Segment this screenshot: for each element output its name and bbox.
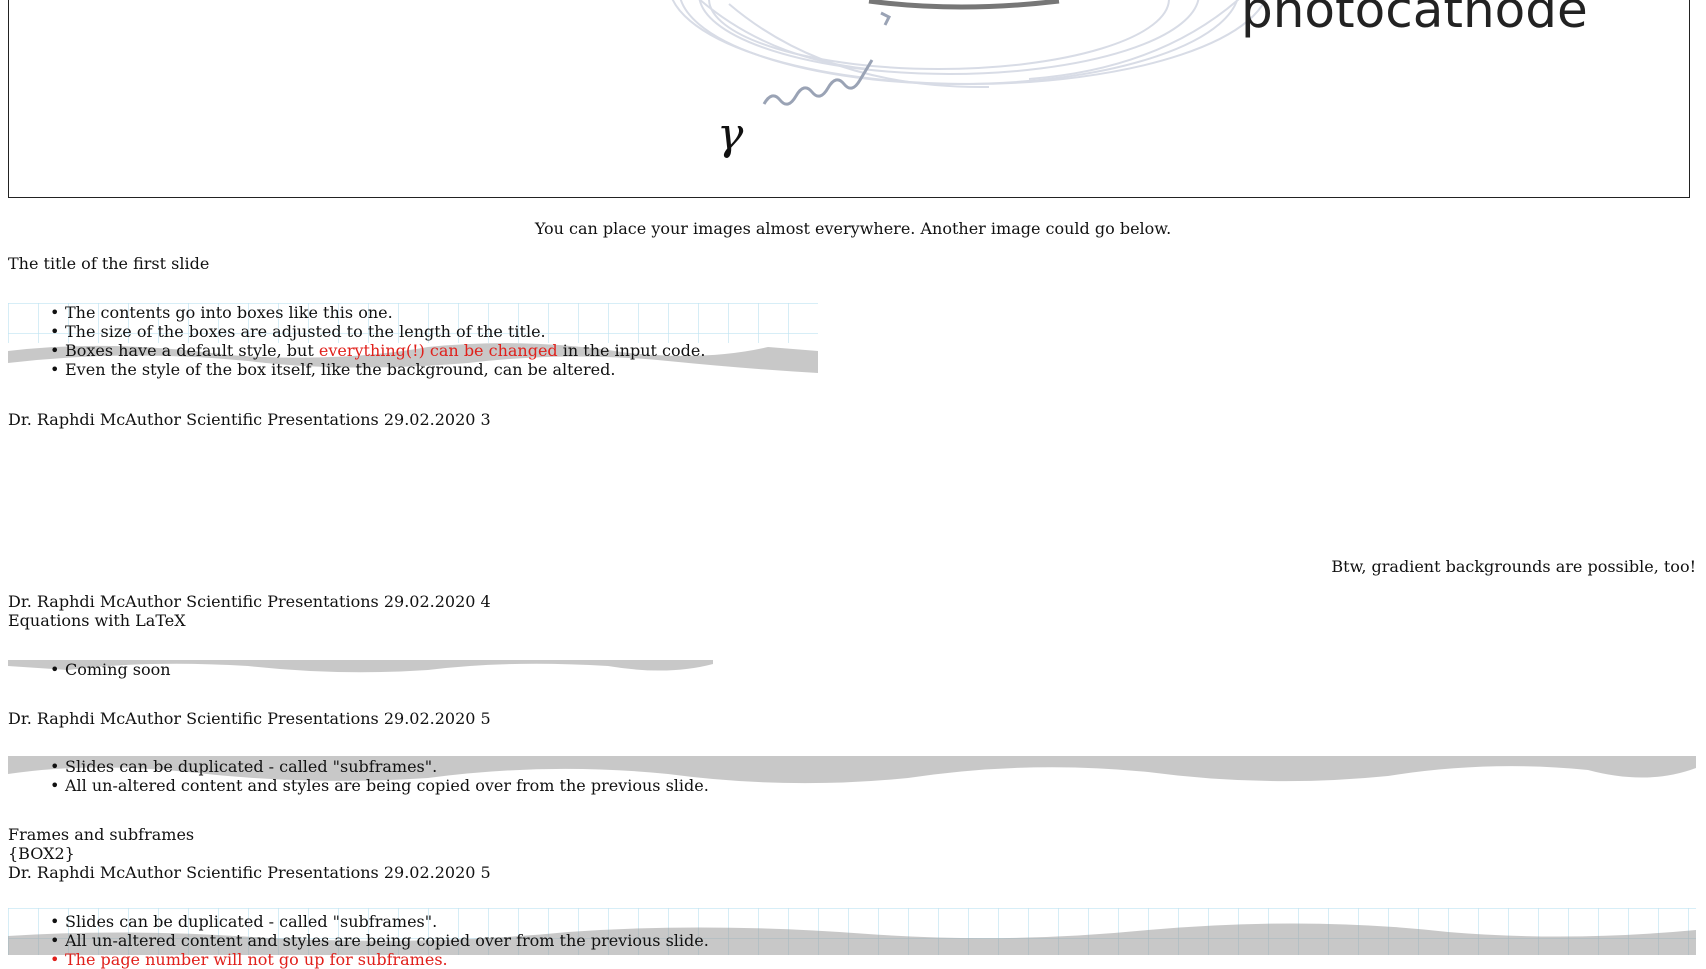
slide6-bullet-list: Slides can be duplicated - called "subfr… bbox=[0, 757, 709, 795]
list-item: All un-altered content and styles are be… bbox=[50, 776, 709, 795]
bullet-text: in the input code. bbox=[557, 341, 706, 360]
slide3-bullet-list: The contents go into boxes like this one… bbox=[0, 303, 705, 379]
slide-title: Frames and subframes bbox=[8, 825, 195, 844]
figure-frame: γ photocathode bbox=[8, 0, 1690, 198]
torn-paper-background bbox=[8, 658, 713, 680]
list-item: Slides can be duplicated - called "subfr… bbox=[50, 757, 709, 776]
slide-footer: Dr. Raphdi McAuthor Scientific Presentat… bbox=[8, 592, 491, 611]
figure-caption: You can place your images almost everywh… bbox=[534, 219, 1172, 238]
list-item: All un-altered content and styles are be… bbox=[50, 931, 709, 950]
figure-label: photocathode bbox=[1241, 0, 1588, 39]
slide7-bullet-list: Slides can be duplicated - called "subfr… bbox=[0, 912, 709, 969]
list-item: Boxes have a default style, but everythi… bbox=[50, 341, 706, 360]
slide-title: The title of the first slide bbox=[8, 254, 210, 273]
list-item: Slides can be duplicated - called "subfr… bbox=[50, 912, 709, 931]
list-item: The size of the boxes are adjusted to th… bbox=[50, 322, 705, 341]
photocathode-illustration: γ photocathode bbox=[671, 0, 1588, 160]
slide5-bullet-list: Coming soon bbox=[0, 660, 171, 679]
highlighted-text: everything(!) can be changed bbox=[318, 341, 558, 360]
gamma-symbol: γ bbox=[717, 109, 744, 160]
list-item: Even the style of the box itself, like t… bbox=[50, 360, 705, 379]
slide-footer: Dr. Raphdi McAuthor Scientific Presentat… bbox=[8, 410, 491, 429]
list-item: The contents go into boxes like this one… bbox=[50, 303, 705, 322]
photon-wave bbox=[762, 59, 874, 106]
list-item: The page number will not go up for subfr… bbox=[50, 950, 709, 969]
gradient-note: Btw, gradient backgrounds are possible, … bbox=[1331, 557, 1696, 576]
slide-title: Equations with LaTeX bbox=[8, 611, 186, 630]
box-placeholder: {BOX2} bbox=[8, 844, 75, 863]
bullet-text: Boxes have a default style, but bbox=[65, 341, 319, 360]
slide-footer: Dr. Raphdi McAuthor Scientific Presentat… bbox=[8, 709, 491, 728]
list-item: Coming soon bbox=[50, 660, 171, 679]
slide-footer: Dr. Raphdi McAuthor Scientific Presentat… bbox=[8, 863, 491, 882]
